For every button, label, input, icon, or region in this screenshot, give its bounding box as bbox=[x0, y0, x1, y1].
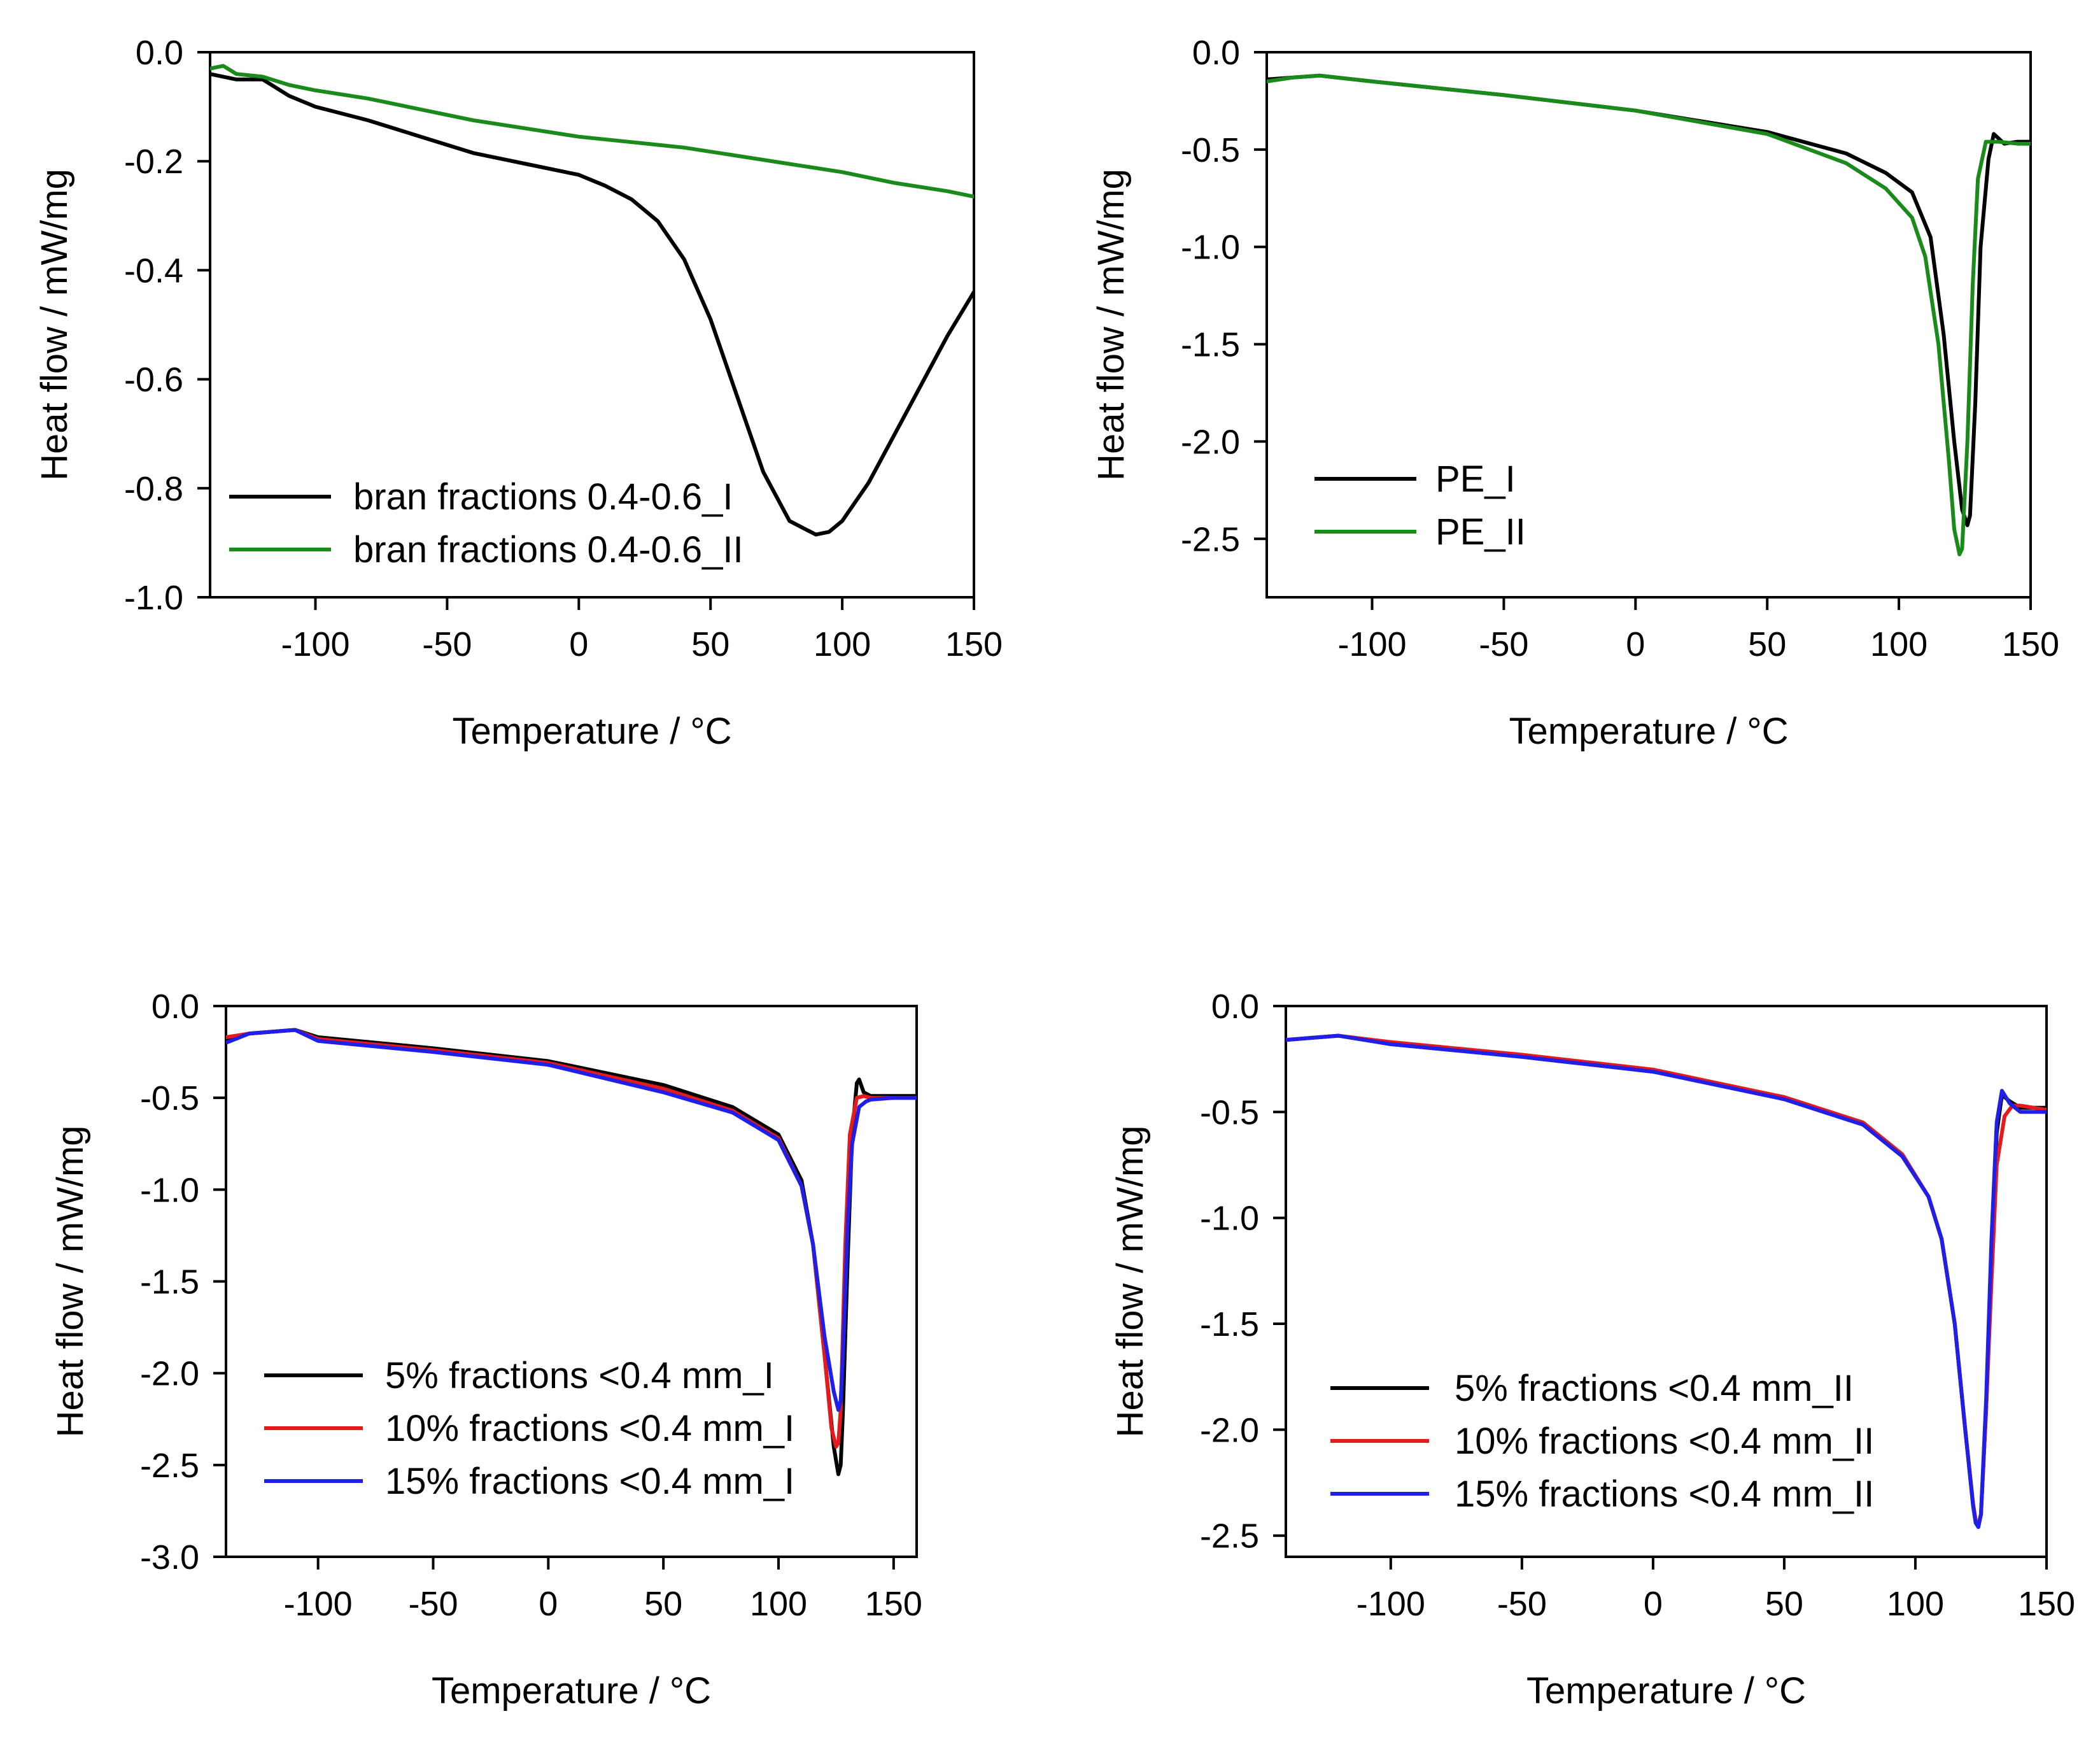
x-tick-label: -50 bbox=[1479, 625, 1528, 663]
y-tick-label: -2.5 bbox=[1200, 1517, 1259, 1556]
y-tick-label: -1.5 bbox=[140, 1263, 199, 1301]
y-tick-label: 0.0 bbox=[136, 34, 183, 72]
x-axis-title: Temperature / °C bbox=[452, 711, 731, 752]
x-tick-label: 150 bbox=[2002, 625, 2059, 663]
legend-label: PE_I bbox=[1435, 458, 1516, 500]
plot-frame bbox=[209, 51, 975, 599]
y-tick-label: -1.5 bbox=[1200, 1305, 1259, 1344]
series-line bbox=[226, 1028, 917, 1412]
x-tick-label: -50 bbox=[408, 1585, 458, 1623]
y-tick-label: -0.5 bbox=[1181, 131, 1240, 169]
x-tick-label: 50 bbox=[1748, 625, 1786, 663]
x-tick-label: -100 bbox=[284, 1585, 353, 1623]
x-tick-label: 0 bbox=[569, 625, 588, 663]
chart-br: -100 -50 0 50 100 150 0.0 -0.5 -1.0 -1.5 -2.0 -2.5 T… bbox=[1110, 988, 2075, 1712]
series-line bbox=[1286, 1033, 2047, 1529]
y-axis-title: Heat flow / mW/mg bbox=[34, 169, 75, 481]
x-tick-label: -100 bbox=[281, 625, 349, 663]
y-tick-label: -0.4 bbox=[124, 252, 183, 290]
chart-bl: -100 -50 0 50 100 150 0.0 -0.5 -1.0 -1.5 -2.0 -2.5 -… bbox=[50, 988, 922, 1712]
chart-tr: -100 -50 0 50 100 150 0.0 -0.5 -1.0 -1.5 -2.0 -2.5 T… bbox=[1090, 34, 2059, 752]
y-tick-label: -3.0 bbox=[140, 1538, 199, 1577]
y-tick-label: -0.2 bbox=[124, 143, 183, 181]
y-axis-title: Heat flow / mW/mg bbox=[1110, 1126, 1151, 1438]
y-tick-label: -0.6 bbox=[124, 361, 183, 399]
x-tick-label: 100 bbox=[750, 1585, 807, 1623]
y-tick-label: -0.5 bbox=[140, 1079, 199, 1117]
x-tick-label: 50 bbox=[644, 1585, 682, 1623]
series-line bbox=[210, 64, 974, 199]
y-tick-label: -2.0 bbox=[140, 1355, 199, 1393]
legend-label: 5% fractions <0.4 mm_I bbox=[385, 1355, 774, 1396]
y-tick-label: 0.0 bbox=[152, 988, 199, 1026]
x-tick-label: 150 bbox=[2018, 1585, 2075, 1623]
legend-label: 5% fractions <0.4 mm_II bbox=[1455, 1368, 1854, 1409]
series-line bbox=[210, 72, 974, 537]
legend-label: 10% fractions <0.4 mm_II bbox=[1455, 1421, 1874, 1462]
y-tick-label: 0.0 bbox=[1192, 34, 1240, 72]
y-tick-label: -1.0 bbox=[1200, 1200, 1259, 1238]
y-axis-title: Heat flow / mW/mg bbox=[50, 1126, 91, 1438]
x-tick-label: 0 bbox=[539, 1585, 558, 1623]
y-tick-label: -2.5 bbox=[140, 1447, 199, 1485]
y-tick-label: -2.0 bbox=[1200, 1411, 1259, 1449]
legend-label: PE_II bbox=[1435, 511, 1526, 553]
x-tick-label: 100 bbox=[1870, 625, 1927, 663]
x-axis-title: Temperature / °C bbox=[432, 1670, 711, 1712]
y-tick-label: -1.5 bbox=[1181, 326, 1240, 364]
chart-tl: -100 -50 0 50 100 150 0.0 -0.2 -0.4 -0.6 -0.8 -1.0 T… bbox=[34, 34, 1003, 752]
y-tick-label: -1.0 bbox=[140, 1171, 199, 1209]
y-tick-label: -0.8 bbox=[124, 470, 183, 508]
series-line bbox=[1267, 73, 2031, 557]
x-tick-label: -50 bbox=[422, 625, 472, 663]
y-tick-label: 0.0 bbox=[1211, 988, 1259, 1026]
x-tick-label: 50 bbox=[1765, 1585, 1803, 1623]
y-tick-label: -2.0 bbox=[1181, 423, 1240, 461]
x-tick-label: 100 bbox=[814, 625, 871, 663]
plot-frame bbox=[1285, 1005, 2048, 1558]
legend-label: bran fractions 0.4-0.6_II bbox=[353, 529, 743, 571]
y-tick-label: -0.5 bbox=[1200, 1093, 1259, 1131]
x-axis-title: Temperature / °C bbox=[1509, 711, 1788, 752]
legend: 5% fractions <0.4 mm_II 10% fractions <0.… bbox=[1330, 1368, 1874, 1515]
x-tick-label: 150 bbox=[865, 1585, 922, 1623]
legend-label: 15% fractions <0.4 mm_II bbox=[1455, 1473, 1874, 1515]
x-axis-title: Temperature / °C bbox=[1526, 1670, 1806, 1712]
x-tick-label: -100 bbox=[1337, 625, 1406, 663]
x-tick-label: 50 bbox=[691, 625, 729, 663]
legend: PE_I PE_II bbox=[1314, 458, 1526, 553]
legend-label: 15% fractions <0.4 mm_I bbox=[385, 1461, 794, 1502]
y-tick-label: -2.5 bbox=[1181, 520, 1240, 558]
x-tick-label: -100 bbox=[1357, 1585, 1425, 1623]
x-tick-label: 0 bbox=[1626, 625, 1645, 663]
x-tick-label: 150 bbox=[945, 625, 1003, 663]
x-tick-label: 100 bbox=[1887, 1585, 1944, 1623]
legend-label: bran fractions 0.4-0.6_I bbox=[353, 476, 733, 518]
x-tick-label: -50 bbox=[1497, 1585, 1547, 1623]
x-tick-label: 0 bbox=[1644, 1585, 1663, 1623]
plot-frame bbox=[1265, 51, 2032, 599]
y-axis-title: Heat flow / mW/mg bbox=[1090, 169, 1132, 481]
y-tick-label: -1.0 bbox=[124, 579, 183, 617]
legend-label: 10% fractions <0.4 mm_I bbox=[385, 1408, 794, 1449]
y-tick-label: -1.0 bbox=[1181, 229, 1240, 267]
legend: 5% fractions <0.4 mm_I 10% fractions <0.4… bbox=[264, 1355, 794, 1502]
